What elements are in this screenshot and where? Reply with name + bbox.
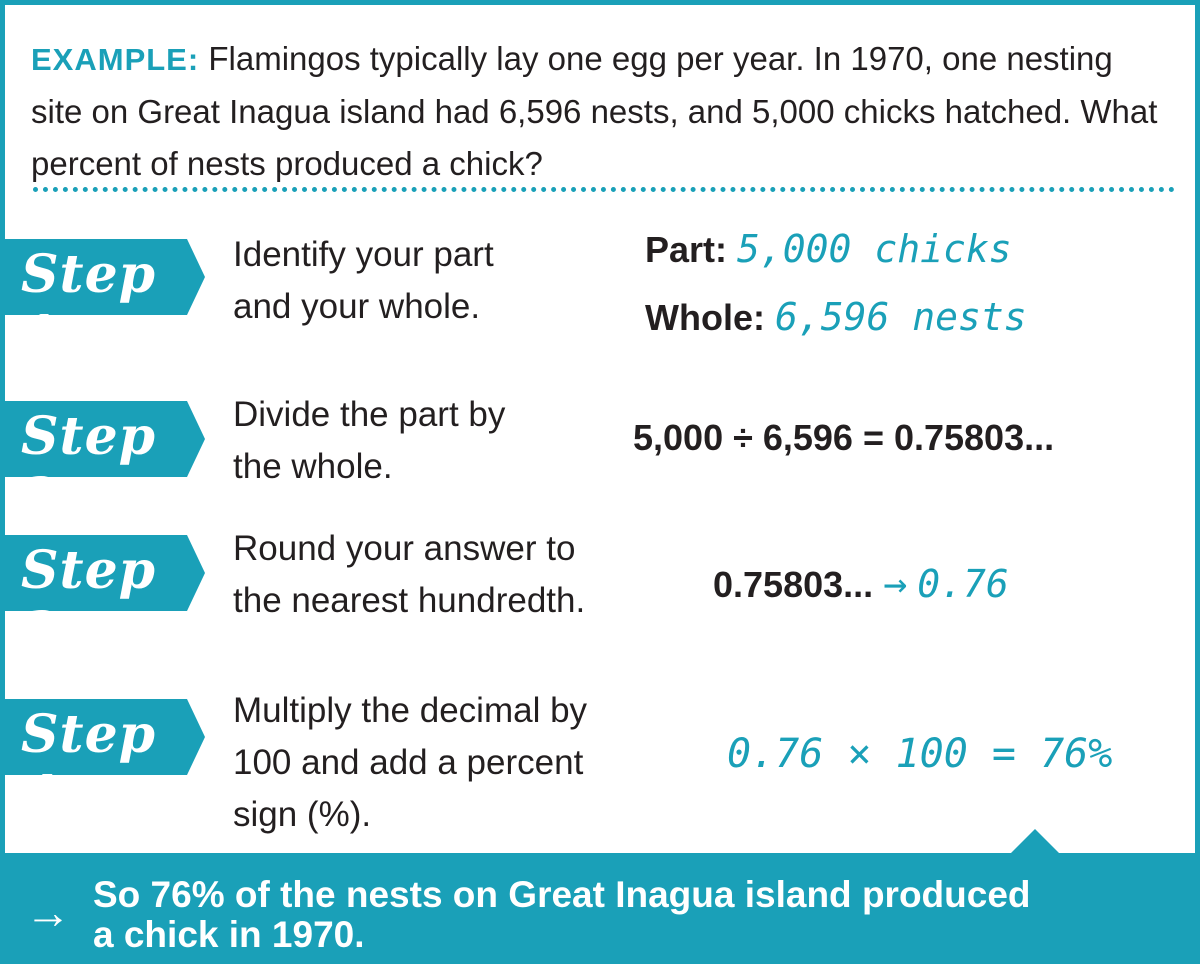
step-3-instruction: Round your answer to the nearest hundred… [233,523,585,627]
step-4-tab-label: Step 4 [21,704,157,826]
arrow-icon: → [883,561,908,607]
step-4-tab: Step 4 [5,699,205,775]
step-2-tab-label: Step 2 [21,406,157,528]
conclusion-line1: So 76% of the nests on Great Inagua isla… [93,874,1031,915]
step-2-equation: 5,000 ÷ 6,596 = 0.75803... [633,417,1055,458]
whole-label: Whole: [645,297,765,338]
whole-value: 6,596 nests [775,295,1027,339]
step-3-value: 0.75803... [713,564,874,605]
part-value: 5,000 chicks [737,227,1012,271]
step-4-instruction-line2: 100 and add a percent [233,743,584,782]
conclusion-text: So 76% of the nests on Great Inagua isla… [93,875,1173,955]
part-label: Part: [645,229,728,270]
conclusion-bar [5,853,1195,959]
step-1-tab: Step 1 [5,239,205,315]
step-1-part: Part: 5,000 chicks [645,227,1012,271]
step-4-instruction: Multiply the decimal by 100 and add a pe… [233,685,587,841]
step-1-instruction-line1: Identify your part [233,235,494,274]
step-1-instruction: Identify your part and your whole. [233,229,494,333]
step-1-instruction-line2: and your whole. [233,287,481,326]
step-3-tab-label: Step 3 [21,540,157,662]
step-4-instruction-line3: sign (%). [233,795,372,834]
step-2-instruction-line1: Divide the part by [233,395,506,434]
example-text: Flamingos typically lay one egg per year… [31,40,1158,182]
step-3-instruction-line2: the nearest hundredth. [233,581,586,620]
conclusion-arrow-icon: → [25,886,71,938]
step-3-instruction-line1: Round your answer to [233,529,576,568]
step-3-rounding: 0.75803... → 0.76 [713,561,1009,607]
step-2-tab: Step 2 [5,401,205,477]
conclusion-line2: a chick in 1970. [93,914,365,955]
step-4-instruction-line1: Multiply the decimal by [233,691,588,730]
step-1-tab-label: Step 1 [21,244,157,366]
step-2-instruction-line2: the whole. [233,447,393,486]
step-3-tab: Step 3 [5,535,205,611]
step-3-rounded: 0.76 [917,562,1009,606]
callout-notch [1009,829,1061,855]
step-2-instruction: Divide the part by the whole. [233,389,505,493]
example-prompt: EXAMPLE: Flamingos typically lay one egg… [31,33,1171,190]
example-label: EXAMPLE: [31,42,200,77]
dotted-divider [33,187,1175,192]
step-4-result: 0.76 × 100 = 76% [727,731,1113,777]
step-1-whole: Whole: 6,596 nests [645,295,1027,339]
